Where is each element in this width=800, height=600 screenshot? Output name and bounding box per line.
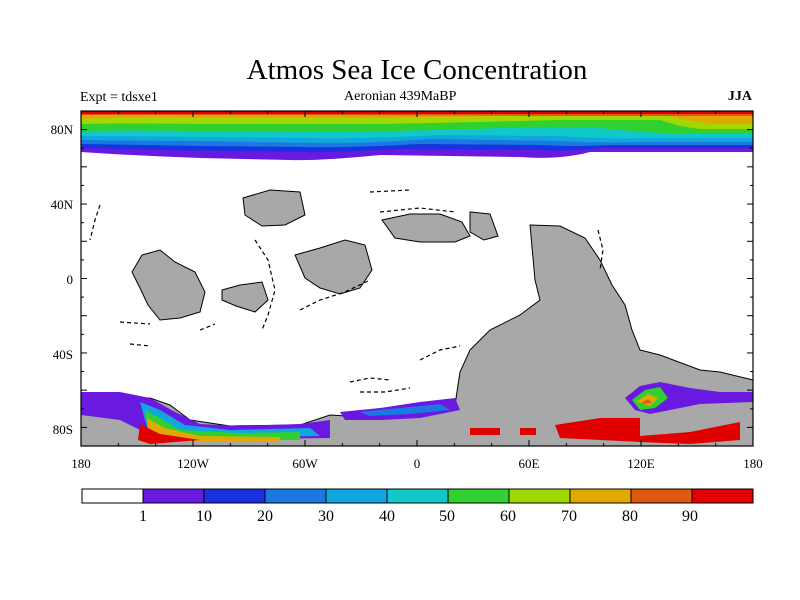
antarctic-sea-ice-east <box>625 382 753 414</box>
antarctic-sea-ice-west <box>81 392 330 444</box>
colorbar-box <box>142 488 205 504</box>
cb-label-60: 60 <box>500 508 516 525</box>
colorbar-box <box>508 488 571 504</box>
submerged-coastlines <box>89 189 604 393</box>
y-tick-40n: 40N <box>51 197 74 212</box>
island-d <box>381 213 471 243</box>
season-label: JJA <box>727 89 752 104</box>
island-e <box>469 211 499 241</box>
cb-label-50: 50 <box>439 508 455 525</box>
colorbar-box <box>447 488 510 504</box>
map-plot-area <box>81 111 753 446</box>
colorbar-labels: 1 10 20 30 40 50 60 70 80 90 <box>139 508 698 525</box>
colorbar <box>81 488 754 504</box>
x-axis-labels: 180 120W 60W 0 60E 120E 180 <box>71 456 763 471</box>
colorbar-box <box>325 488 388 504</box>
western-island <box>131 249 206 321</box>
cb-label-30: 30 <box>318 508 334 525</box>
colorbar-box <box>630 488 693 504</box>
x-tick-120w: 120W <box>177 456 210 471</box>
cb-label-90: 90 <box>682 508 698 525</box>
colorbar-box <box>264 488 327 504</box>
x-tick-120e: 120E <box>627 456 655 471</box>
colorbar-box <box>203 488 266 504</box>
colorbar-box <box>386 488 449 504</box>
high-ice-patches <box>470 418 740 444</box>
x-tick-0: 0 <box>414 456 421 471</box>
colorbar-box <box>691 488 754 504</box>
island-b <box>242 189 306 227</box>
antarctic-sea-ice-mid <box>340 398 460 420</box>
x-tick-60w: 60W <box>292 456 318 471</box>
island-c <box>294 239 373 295</box>
chart-title: Atmos Sea Ice Concentration <box>246 54 588 86</box>
y-tick-80n: 80N <box>51 122 74 137</box>
island-a <box>221 281 269 313</box>
colorbar-box <box>569 488 632 504</box>
arctic-sea-ice-band <box>81 111 753 161</box>
x-tick-180w: 180 <box>71 456 91 471</box>
colorbar-box <box>81 488 144 504</box>
cb-label-70: 70 <box>561 508 577 525</box>
x-tick-180e: 180 <box>743 456 763 471</box>
land-masses <box>81 189 753 446</box>
cb-label-40: 40 <box>379 508 395 525</box>
y-axis-labels: 80N 40N 0 40S 80S <box>51 122 74 437</box>
period-label: Aeronian 439MaBP <box>344 89 457 104</box>
y-tick-80s: 80S <box>53 422 73 437</box>
cb-label-20: 20 <box>257 508 273 525</box>
cb-label-10: 10 <box>196 508 212 525</box>
x-tick-60e: 60E <box>519 456 540 471</box>
cb-label-80: 80 <box>622 508 638 525</box>
cb-label-1: 1 <box>139 508 147 525</box>
y-tick-0: 0 <box>67 272 74 287</box>
experiment-label: Expt = tdsxe1 <box>80 90 158 105</box>
y-tick-40s: 40S <box>53 347 73 362</box>
map-tick-marks <box>80 110 754 447</box>
